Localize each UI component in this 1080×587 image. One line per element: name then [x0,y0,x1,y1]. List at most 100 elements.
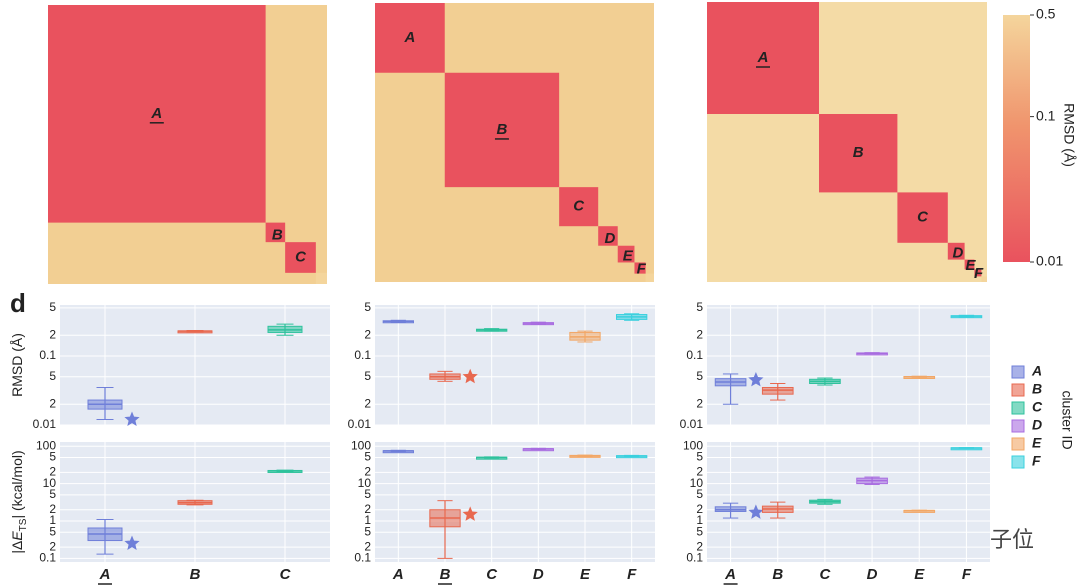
y-axis-label-part: | (kcal/mol) [9,450,25,518]
legend-swatch [1011,455,1025,469]
box [809,498,841,505]
y-tick-label: 5 [696,524,703,538]
legend-swatch [1011,437,1025,451]
heatmap-cluster-label: C [573,198,585,215]
legend-swatch [1011,419,1025,433]
box [903,509,936,513]
box [382,449,414,454]
reference-star [124,535,140,550]
x-tick-label: A [392,566,404,583]
heatmap-block [375,3,445,73]
y-tick-label: 2 [696,539,703,553]
box [87,518,123,555]
legend-label: B [1032,381,1042,397]
x-tick-label: B [772,566,783,583]
y-axis-label: |ΔETS| (kcal/mol) [9,450,29,553]
panel-label: d [10,288,26,318]
heatmap-cluster-label: F [974,265,984,282]
heatmap-block [819,114,898,193]
y-tick-label: 2 [49,539,56,553]
y-tick-label: 2 [696,465,703,479]
box [267,469,303,473]
x-tick-label: D [533,566,544,583]
heatmap-block [634,262,646,274]
heatmap-block [707,2,819,114]
y-tick-label: 5 [696,300,703,314]
box [522,321,555,326]
box [476,328,508,332]
box [903,375,936,380]
box [714,502,747,519]
x-tick-label: B [440,566,451,583]
reference-star [748,372,764,387]
heatmap-cluster-label: B [272,226,283,243]
box [522,447,555,452]
y-tick-label: 2 [364,327,371,341]
legend-label: A [1031,363,1042,379]
box [809,377,841,386]
legend-swatch [1011,383,1025,397]
y-tick-label: 0.1 [686,348,703,362]
y-tick-label: 0.1 [354,551,371,565]
colorbar-tick-label: 0.01 [1036,253,1063,269]
box [429,370,461,382]
heatmap-cluster-label: A [403,29,415,46]
y-tick-label: 100 [36,438,56,452]
box [569,454,601,458]
y-tick-label: 1 [364,513,371,527]
heatmap-block [947,242,965,260]
heatmap-block [48,5,266,223]
x-tick-label: A [724,566,736,583]
legend-label: F [1032,453,1041,469]
y-tick-label: 100 [351,438,371,452]
heatmap-cluster-label: E [623,248,634,265]
legend-swatch [1011,401,1025,415]
colorbar-tick-label: 0.1 [1036,107,1056,123]
y-tick-label: 5 [696,369,703,383]
legend-title: cluster ID [1059,390,1075,449]
box [382,319,414,324]
heatmap-cluster-label: C [917,209,929,226]
x-tick-label: C [280,566,292,583]
x-tick-label: E [914,566,925,583]
x-tick-label: B [190,566,201,583]
plot-background [375,305,655,425]
heatmap-block [645,273,654,282]
heatmap-block [964,259,975,270]
colorbar [1003,15,1030,262]
y-tick-label: 1 [49,513,56,527]
box [476,456,508,460]
box [616,454,648,459]
box [177,499,213,506]
y-tick-label: 5 [696,450,703,464]
x-tick-label: A [99,566,111,583]
reference-star [748,504,764,519]
y-tick-label: 0.01 [33,417,57,431]
x-tick-label: D [867,566,878,583]
box [714,373,747,405]
reference-star [124,411,140,426]
y-tick-label: 5 [364,487,371,501]
box [87,386,123,421]
y-tick-label: 10 [358,476,372,490]
y-tick-label: 2 [49,396,56,410]
plot-background [707,442,990,562]
y-tick-label: 0.1 [686,551,703,565]
box [950,314,983,319]
box [616,313,648,321]
box [761,501,794,519]
heatmap-block [598,226,618,246]
heatmap-cluster-label: D [952,245,963,262]
y-tick-label: 2 [364,465,371,479]
heatmap-block [444,72,560,188]
legend-label: D [1032,417,1042,433]
reference-star [462,368,478,384]
heatmap-block [981,276,987,282]
box [856,476,888,485]
y-tick-label: 0.1 [354,348,371,362]
x-tick-label: F [962,566,972,583]
colorbar-tick-label: 0.5 [1036,6,1056,22]
y-axis-label-part: RMSD (Å) [9,333,25,397]
y-axis-label-part: TS [18,518,29,531]
